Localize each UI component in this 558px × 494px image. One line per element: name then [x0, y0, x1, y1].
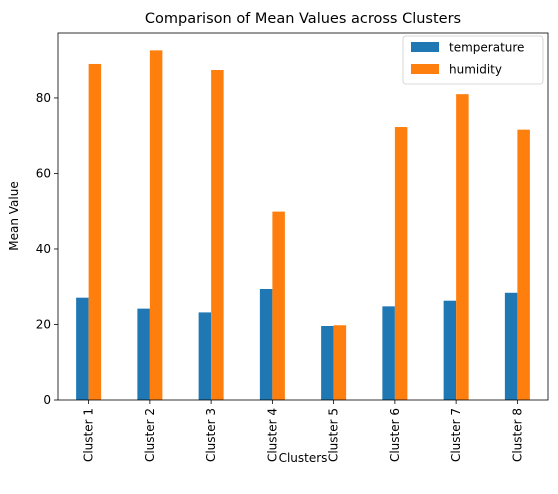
- humidity-legend-swatch: [411, 64, 439, 74]
- x-tick-label: Cluster 2: [143, 408, 157, 462]
- temperature-bar: [504, 292, 518, 400]
- y-axis-ticks: 0 20 40 60 80: [36, 91, 58, 407]
- x-tick-label: Cluster 4: [265, 408, 279, 462]
- humidity-bar: [272, 211, 285, 400]
- temperature-bar: [137, 308, 150, 400]
- x-tick-label: Cluster 3: [204, 408, 218, 462]
- y-tick-label: 20: [36, 317, 51, 331]
- y-tick-label: 0: [43, 393, 51, 407]
- humidity-bar: [149, 50, 163, 401]
- y-tick-label: 40: [36, 242, 51, 256]
- plot-frame: [57, 32, 549, 401]
- y-tick-label: 60: [36, 166, 51, 180]
- temperature-bar: [198, 312, 212, 400]
- x-axis-ticks: Cluster 1 Cluster 2 Cluster 3 Cluster 4 Clus…: [82, 400, 524, 462]
- y-tick-label: 80: [36, 91, 51, 105]
- x-tick-label: Cluster 1: [82, 408, 96, 462]
- humidity-bar: [88, 63, 102, 401]
- temperature-bar: [382, 306, 395, 400]
- humidity-bar: [456, 94, 469, 401]
- temperature-bar: [443, 300, 457, 400]
- humidity-bar: [211, 70, 224, 400]
- x-tick-label: Cluster 7: [449, 408, 463, 462]
- humidity-legend-label: humidity: [449, 63, 502, 77]
- humidity-bar: [394, 127, 408, 401]
- y-axis-label: Mean Value: [7, 181, 21, 250]
- temperature-legend-label: temperature: [449, 41, 524, 55]
- x-tick-label: Cluster 8: [510, 408, 524, 462]
- x-tick-label: Cluster 5: [327, 408, 341, 462]
- temperature-bar: [259, 288, 273, 400]
- temperature-bar: [76, 297, 89, 400]
- x-tick-label: Cluster 6: [388, 408, 402, 462]
- humidity-bar: [517, 129, 530, 400]
- x-axis-label: Clusters: [279, 451, 328, 465]
- temperature-legend-swatch: [411, 42, 439, 52]
- chart-title: Comparison of Mean Values across Cluster…: [145, 11, 461, 27]
- temperature-bar: [321, 326, 334, 400]
- humidity-bar: [333, 325, 347, 400]
- bars-group: [76, 50, 530, 401]
- legend: temperature humidity: [402, 35, 544, 85]
